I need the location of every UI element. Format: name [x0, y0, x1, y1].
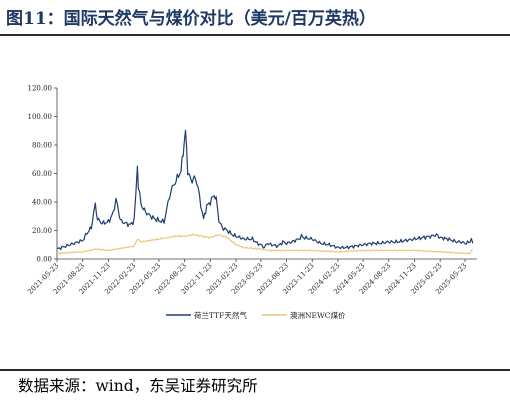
top-divider [0, 34, 510, 36]
y-tick-label: 80.00 [32, 142, 52, 150]
bottom-divider [0, 369, 510, 371]
series-layer [56, 129, 474, 255]
legend: 荷兰TTF天然气 澳洲NEWC煤价 [166, 310, 346, 320]
line-chart: 0.00 20.00 40.00 60.00 80.00 100.00 120.00 202… [26, 85, 477, 320]
figure-title: 图11：国际天然气与煤价对比（美元/百万英热） [6, 9, 376, 29]
series-line-newc [57, 233, 474, 255]
y-tick-label: 20.00 [32, 227, 52, 235]
y-tick-label: 0.00 [36, 256, 52, 264]
y-tick-label: 100.00 [28, 113, 53, 121]
x-axis: 2021-05-232021-08-232021-11-232022-02-23… [26, 258, 477, 296]
source-note: 数据来源：wind，东吴证券研究所 [18, 377, 258, 395]
series-line-ttf [56, 129, 474, 251]
y-axis: 0.00 20.00 40.00 60.00 80.00 100.00 120.00 [28, 85, 58, 264]
legend-label-newc: 澳洲NEWC煤价 [290, 310, 346, 320]
y-tick-label: 120.00 [28, 85, 53, 93]
y-tick-label: 40.00 [32, 199, 52, 207]
legend-label-ttf: 荷兰TTF天然气 [194, 310, 247, 320]
y-tick-label: 60.00 [32, 170, 52, 178]
